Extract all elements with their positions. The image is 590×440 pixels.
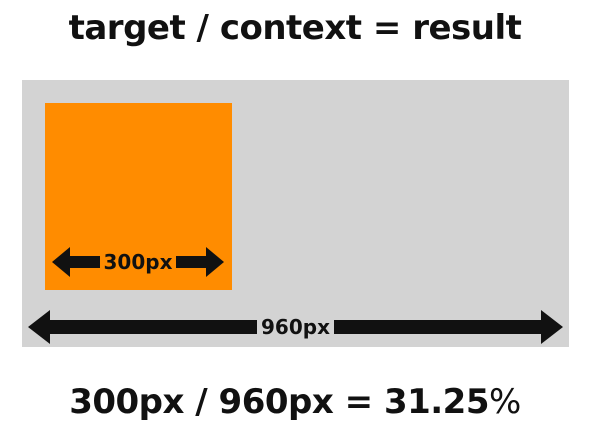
- result-equation: 300px / 960px = 31.25%: [0, 382, 590, 422]
- arrow-shaft: [70, 256, 100, 268]
- context-width-arrow: 960px: [28, 309, 563, 345]
- equation-expression: 300px / 960px = 31.25: [69, 382, 489, 422]
- arrow-shaft: [176, 256, 206, 268]
- arrow-right-icon: [541, 310, 563, 344]
- percent-sign: %: [488, 382, 521, 422]
- arrow-left-icon: [52, 247, 70, 277]
- arrow-shaft: [50, 320, 258, 334]
- target-width-label: 300px: [103, 250, 173, 274]
- arrow-left-icon: [28, 310, 50, 344]
- context-container: 300px 960px: [22, 80, 569, 347]
- arrow-shaft: [333, 320, 541, 334]
- context-width-label: 960px: [261, 315, 330, 339]
- arrow-right-icon: [206, 247, 224, 277]
- formula-heading: target / context = result: [68, 8, 522, 48]
- target-box: 300px: [45, 103, 232, 290]
- target-width-arrow: 300px: [52, 247, 224, 277]
